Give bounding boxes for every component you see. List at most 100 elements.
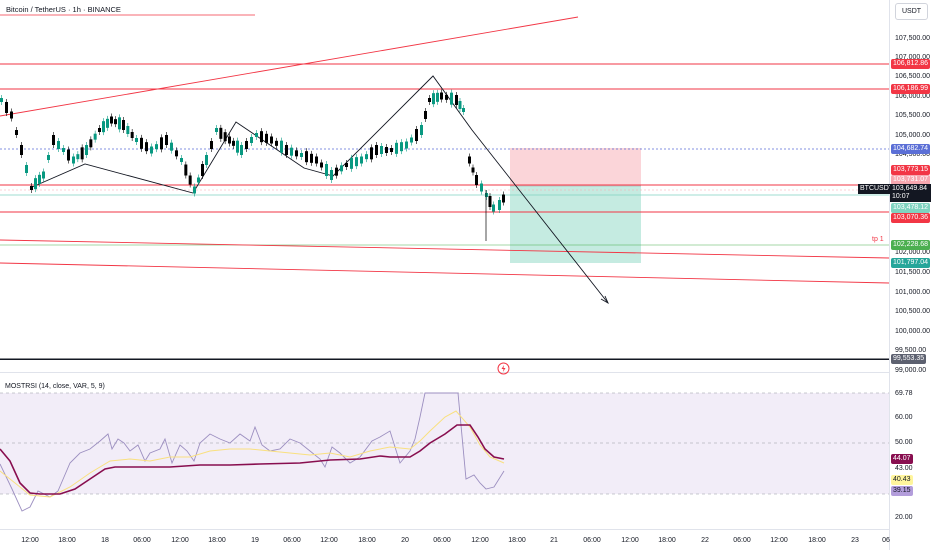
- candle[interactable]: [76, 154, 80, 160]
- candle[interactable]: [89, 139, 93, 148]
- candle[interactable]: [62, 148, 65, 152]
- candle[interactable]: [240, 145, 243, 155]
- candle[interactable]: [450, 92, 453, 105]
- candle[interactable]: [25, 165, 28, 173]
- candle[interactable]: [245, 141, 248, 149]
- candle[interactable]: [85, 145, 88, 155]
- channel-line-low[interactable]: [0, 262, 890, 284]
- candle[interactable]: [480, 183, 483, 192]
- candle[interactable]: [150, 146, 153, 154]
- currency-button[interactable]: USDT: [895, 3, 928, 20]
- last-price-tag[interactable]: 103,649.84 10:07: [890, 184, 931, 202]
- candle[interactable]: [260, 131, 263, 143]
- candle[interactable]: [488, 196, 492, 207]
- candle[interactable]: [228, 136, 231, 144]
- candle[interactable]: [205, 155, 208, 165]
- price-tag[interactable]: 106,812.86: [891, 59, 931, 69]
- price-tag[interactable]: 103,731.07: [891, 175, 931, 185]
- rsi-pane[interactable]: [0, 379, 889, 529]
- candle[interactable]: [223, 132, 227, 142]
- candle[interactable]: [305, 151, 308, 163]
- candle[interactable]: [436, 92, 439, 102]
- candle[interactable]: [0, 98, 3, 102]
- candle[interactable]: [415, 129, 418, 141]
- candle[interactable]: [420, 125, 423, 135]
- candle[interactable]: [110, 116, 113, 124]
- price-tag[interactable]: 103,773.15: [891, 165, 931, 175]
- candle[interactable]: [93, 133, 97, 140]
- candle[interactable]: [170, 142, 173, 151]
- candle[interactable]: [428, 98, 431, 102]
- candle[interactable]: [180, 158, 183, 162]
- candle[interactable]: [471, 167, 475, 173]
- candle[interactable]: [405, 141, 408, 149]
- candle[interactable]: [210, 141, 213, 149]
- price-tag[interactable]: 99,553.35: [891, 354, 927, 364]
- price-tag[interactable]: 104,682.74: [891, 144, 931, 154]
- candle[interactable]: [72, 156, 75, 164]
- candle[interactable]: [34, 178, 37, 190]
- candle[interactable]: [250, 137, 253, 143]
- candle[interactable]: [155, 144, 158, 150]
- candle[interactable]: [232, 140, 235, 146]
- candle[interactable]: [52, 135, 55, 145]
- candle[interactable]: [340, 165, 343, 172]
- symbol-tag[interactable]: BTCUSDT: [858, 184, 896, 194]
- upper-trendline[interactable]: [0, 16, 579, 117]
- candle[interactable]: [380, 146, 383, 154]
- lightning-circle-icon[interactable]: [497, 362, 510, 375]
- candle[interactable]: [335, 167, 338, 176]
- candle[interactable]: [67, 149, 70, 161]
- candle[interactable]: [15, 130, 18, 135]
- candle[interactable]: [462, 108, 465, 112]
- candle[interactable]: [400, 142, 403, 152]
- candle[interactable]: [98, 128, 101, 132]
- candle[interactable]: [355, 157, 358, 167]
- candle[interactable]: [122, 120, 125, 130]
- channel-line-mid[interactable]: [0, 239, 890, 259]
- price-tag[interactable]: 103,070.36: [891, 213, 931, 223]
- candle[interactable]: [255, 133, 258, 137]
- candle[interactable]: [370, 147, 373, 160]
- candle[interactable]: [440, 92, 443, 100]
- candle[interactable]: [145, 142, 148, 152]
- candle[interactable]: [219, 127, 223, 139]
- candle[interactable]: [236, 140, 239, 153]
- candle[interactable]: [310, 153, 313, 163]
- candle[interactable]: [130, 132, 134, 138]
- candle[interactable]: [20, 145, 23, 155]
- candle[interactable]: [315, 156, 318, 164]
- stop-loss-zone[interactable]: [510, 148, 641, 186]
- candle[interactable]: [290, 147, 293, 156]
- candle[interactable]: [47, 155, 50, 160]
- candle[interactable]: [114, 119, 117, 125]
- candle[interactable]: [30, 186, 33, 190]
- candle[interactable]: [498, 200, 501, 210]
- rsi-canvas[interactable]: [0, 379, 889, 529]
- price-tag[interactable]: 102,228.68: [891, 240, 931, 250]
- candle[interactable]: [265, 133, 268, 143]
- candle[interactable]: [300, 153, 303, 157]
- candle[interactable]: [42, 171, 45, 179]
- candle[interactable]: [424, 111, 427, 119]
- price-chart-canvas[interactable]: [0, 0, 890, 364]
- candle[interactable]: [275, 140, 278, 146]
- candle[interactable]: [80, 147, 84, 160]
- candle[interactable]: [375, 145, 378, 155]
- candle[interactable]: [350, 157, 353, 169]
- candle[interactable]: [485, 193, 488, 197]
- candle[interactable]: [295, 150, 298, 157]
- price-axis[interactable]: USDT 107,500.00 107,000.00 106,500.00 10…: [889, 0, 932, 550]
- price-tag[interactable]: 101,797.04: [891, 258, 931, 268]
- candle[interactable]: [325, 164, 328, 176]
- pane-separator[interactable]: [0, 372, 889, 373]
- candle[interactable]: [385, 147, 388, 153]
- candle[interactable]: [445, 94, 448, 100]
- candle[interactable]: [365, 154, 368, 160]
- candle[interactable]: [468, 156, 471, 164]
- candle[interactable]: [270, 136, 273, 144]
- candle[interactable]: [215, 128, 218, 132]
- candle[interactable]: [140, 137, 143, 149]
- candle[interactable]: [57, 141, 60, 149]
- candle[interactable]: [188, 175, 192, 185]
